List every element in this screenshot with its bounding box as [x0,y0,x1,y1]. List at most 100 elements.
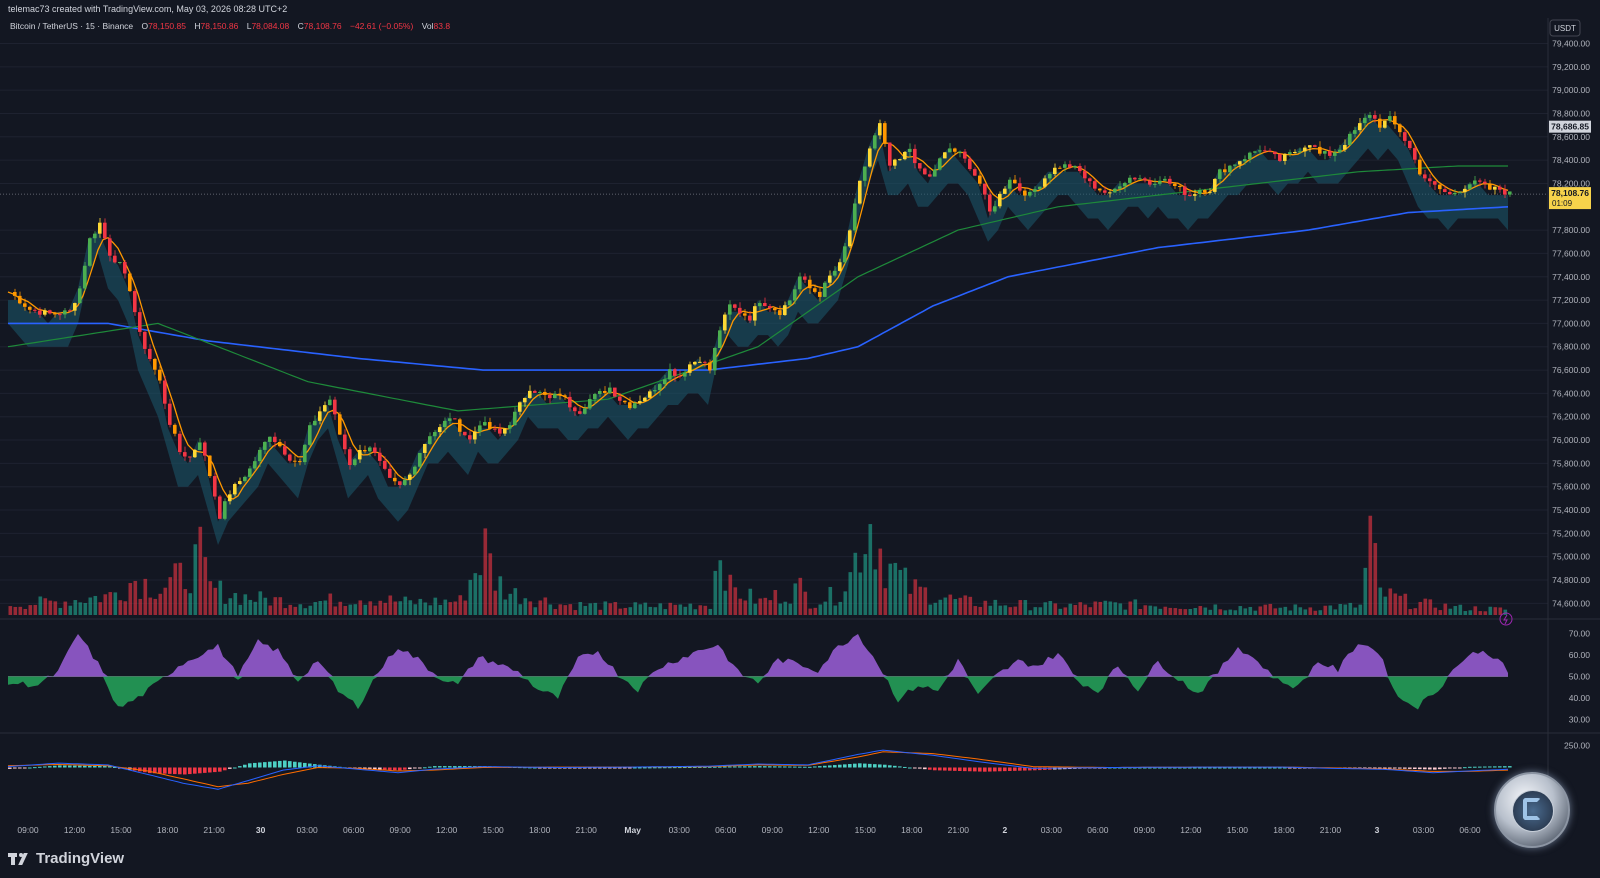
volume-bar [138,598,143,615]
candle [33,309,37,311]
volume-bar [8,606,13,615]
candle [1123,182,1127,187]
candle [1043,178,1047,187]
macd-histogram-bar [1273,767,1277,769]
macd-histogram-bar [763,766,767,768]
candle [733,304,737,308]
volume-bar [663,609,668,615]
candle [1473,180,1477,185]
price-tick: 76,400.00 [1552,388,1590,398]
volume-bar [1308,607,1313,615]
candle [383,460,387,469]
currency-badge[interactable]: USDT [1549,19,1581,37]
volume-bar [633,602,638,615]
candle [1388,116,1392,121]
candle [1143,178,1147,181]
macd-histogram-bar [298,762,302,768]
volume-bar [1118,603,1123,615]
candle [773,308,777,311]
candle [903,151,907,160]
volume-bar [313,602,318,615]
macd-histogram-bar [568,767,572,769]
candle [628,402,632,409]
macd-histogram-bar [183,767,187,775]
candle [1053,167,1057,175]
volume-bar [1163,606,1168,615]
candle [83,265,87,289]
volume-bar [843,591,848,615]
macd-histogram-bar [993,767,997,772]
macd-histogram-bar [828,765,832,768]
price-tick: 74,800.00 [1552,575,1590,585]
candle [1423,174,1427,179]
candle [233,484,237,495]
macd-histogram-bar [453,766,457,768]
volume-bar [418,598,423,615]
candle [423,443,427,453]
volume-bar [1078,602,1083,615]
macd-histogram-bar [1388,767,1392,769]
candle [813,288,817,292]
price-tick: 78,200.00 [1552,178,1590,188]
volume-bar [1278,607,1283,615]
time-axis[interactable]: 09:00 12:00 15:00 18:00 21:00 30 03:00 06:00 09:… [17,825,1481,835]
volume-bar [1343,604,1348,615]
price-tick: 76,800.00 [1552,342,1590,352]
credit-bar: telemac73 created with TradingView.com, … [0,0,1600,18]
macd-histogram-bar [1413,767,1417,770]
macd-histogram-bar [1003,767,1007,772]
candle [1468,184,1472,189]
macd-histogram-bar [1133,767,1137,769]
candle [1203,190,1207,193]
close-value: 78,108.76 [304,21,342,31]
volume-bar [1098,601,1103,615]
candle [1218,169,1222,179]
chart-area[interactable]: 79,400.00 79,200.00 79,000.00 78,800.00 78,6… [0,18,1600,842]
candle [908,148,912,152]
macd-histogram-bar [823,765,827,768]
macd-histogram-bar [398,767,402,771]
volume-bar [628,607,633,615]
time-tick: 15:00 [483,825,505,835]
macd-histogram-bar [1008,767,1012,771]
volume-bar [1303,609,1308,615]
macd-histogram-bar [883,764,887,768]
candle [1068,164,1072,168]
candle [1013,179,1017,184]
volume-bar [943,597,948,615]
macd-histogram-bar [53,765,57,768]
volume-bar [638,604,643,615]
time-tick: 30 [256,825,266,835]
time-tick: 12:00 [808,825,830,835]
price-axis[interactable]: 79,400.00 79,200.00 79,000.00 78,800.00 78,6… [1549,38,1591,751]
macd-histogram-bar [1033,767,1037,771]
candle [858,180,862,204]
candle [398,481,402,485]
tradingview-logo[interactable]: TradingView [8,850,124,867]
volume-bar [388,595,393,615]
candle [373,447,377,453]
macd-histogram-bar [713,766,717,768]
alert-bolt-icon[interactable] [1499,612,1513,626]
macd-histogram-bar [1463,767,1467,769]
candle [438,427,442,433]
volume-bar [1368,515,1373,615]
volume-bar [428,605,433,615]
candle [1148,180,1152,185]
candle [1213,178,1217,192]
volume-bar [383,602,388,615]
volume-bar [28,605,33,615]
candle [103,222,107,239]
time-tick: 21:00 [948,825,970,835]
candle [403,479,407,485]
candle [288,454,292,461]
candle [1133,177,1137,180]
volume-bar [488,553,493,615]
macd-histogram-bar [848,764,852,768]
macd-histogram-bar [1278,767,1282,769]
volume-bar [178,562,183,615]
macd-histogram-bar [108,766,112,768]
volume-bar [118,600,123,615]
macd-pane [7,749,1512,790]
candle [1403,132,1407,141]
